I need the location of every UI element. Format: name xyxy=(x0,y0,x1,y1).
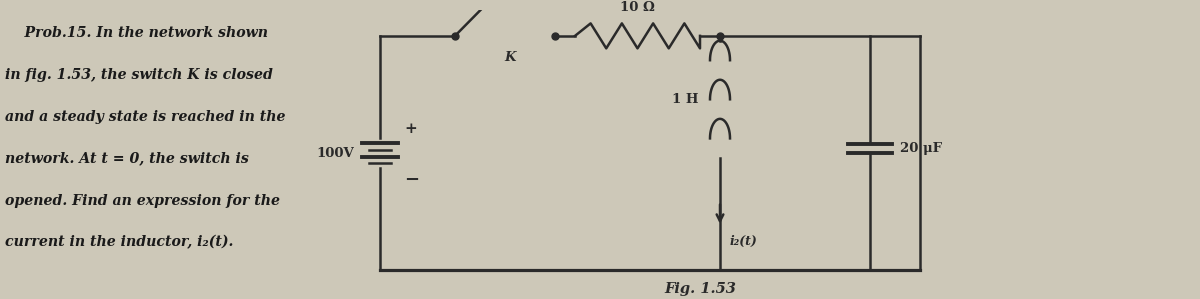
Text: Prob.15. In the network shown: Prob.15. In the network shown xyxy=(5,26,268,40)
Text: Fig. 1.53: Fig. 1.53 xyxy=(664,282,736,296)
Text: in fig. 1.53, the switch K is closed: in fig. 1.53, the switch K is closed xyxy=(5,68,272,82)
Text: 1 H: 1 H xyxy=(672,93,698,106)
Text: and a steady state is reached in the: and a steady state is reached in the xyxy=(5,110,286,124)
Text: 20 μF: 20 μF xyxy=(900,142,942,155)
Text: 100V: 100V xyxy=(317,147,354,160)
Text: network. At t = 0, the switch is: network. At t = 0, the switch is xyxy=(5,152,248,166)
Text: 10 Ω: 10 Ω xyxy=(620,1,655,14)
Text: i₂(t): i₂(t) xyxy=(730,235,757,248)
Text: −: − xyxy=(404,171,419,189)
Text: opened. Find an expression for the: opened. Find an expression for the xyxy=(5,193,280,208)
Text: K: K xyxy=(504,51,516,64)
Text: current in the inductor, i₂(t).: current in the inductor, i₂(t). xyxy=(5,235,233,249)
Text: +: + xyxy=(404,122,416,136)
